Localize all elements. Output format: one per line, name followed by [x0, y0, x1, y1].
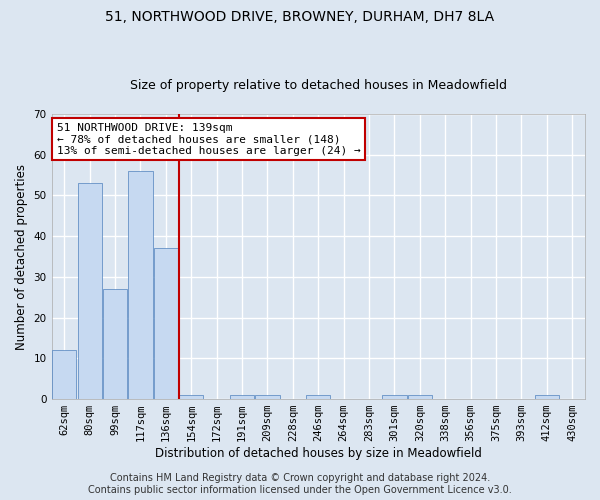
Bar	[52, 350, 76, 399]
Bar	[77, 183, 102, 399]
Bar	[154, 248, 178, 399]
Bar	[535, 395, 559, 399]
Title: Size of property relative to detached houses in Meadowfield: Size of property relative to detached ho…	[130, 79, 507, 92]
Bar	[179, 395, 203, 399]
Bar	[128, 171, 152, 399]
Bar	[230, 395, 254, 399]
Bar	[103, 289, 127, 399]
Bar	[408, 395, 432, 399]
Text: 51 NORTHWOOD DRIVE: 139sqm
← 78% of detached houses are smaller (148)
13% of sem: 51 NORTHWOOD DRIVE: 139sqm ← 78% of deta…	[57, 122, 361, 156]
Text: 51, NORTHWOOD DRIVE, BROWNEY, DURHAM, DH7 8LA: 51, NORTHWOOD DRIVE, BROWNEY, DURHAM, DH…	[106, 10, 494, 24]
Bar	[256, 395, 280, 399]
Bar	[306, 395, 331, 399]
Y-axis label: Number of detached properties: Number of detached properties	[15, 164, 28, 350]
Text: Contains HM Land Registry data © Crown copyright and database right 2024.
Contai: Contains HM Land Registry data © Crown c…	[88, 474, 512, 495]
X-axis label: Distribution of detached houses by size in Meadowfield: Distribution of detached houses by size …	[155, 447, 482, 460]
Bar	[382, 395, 407, 399]
